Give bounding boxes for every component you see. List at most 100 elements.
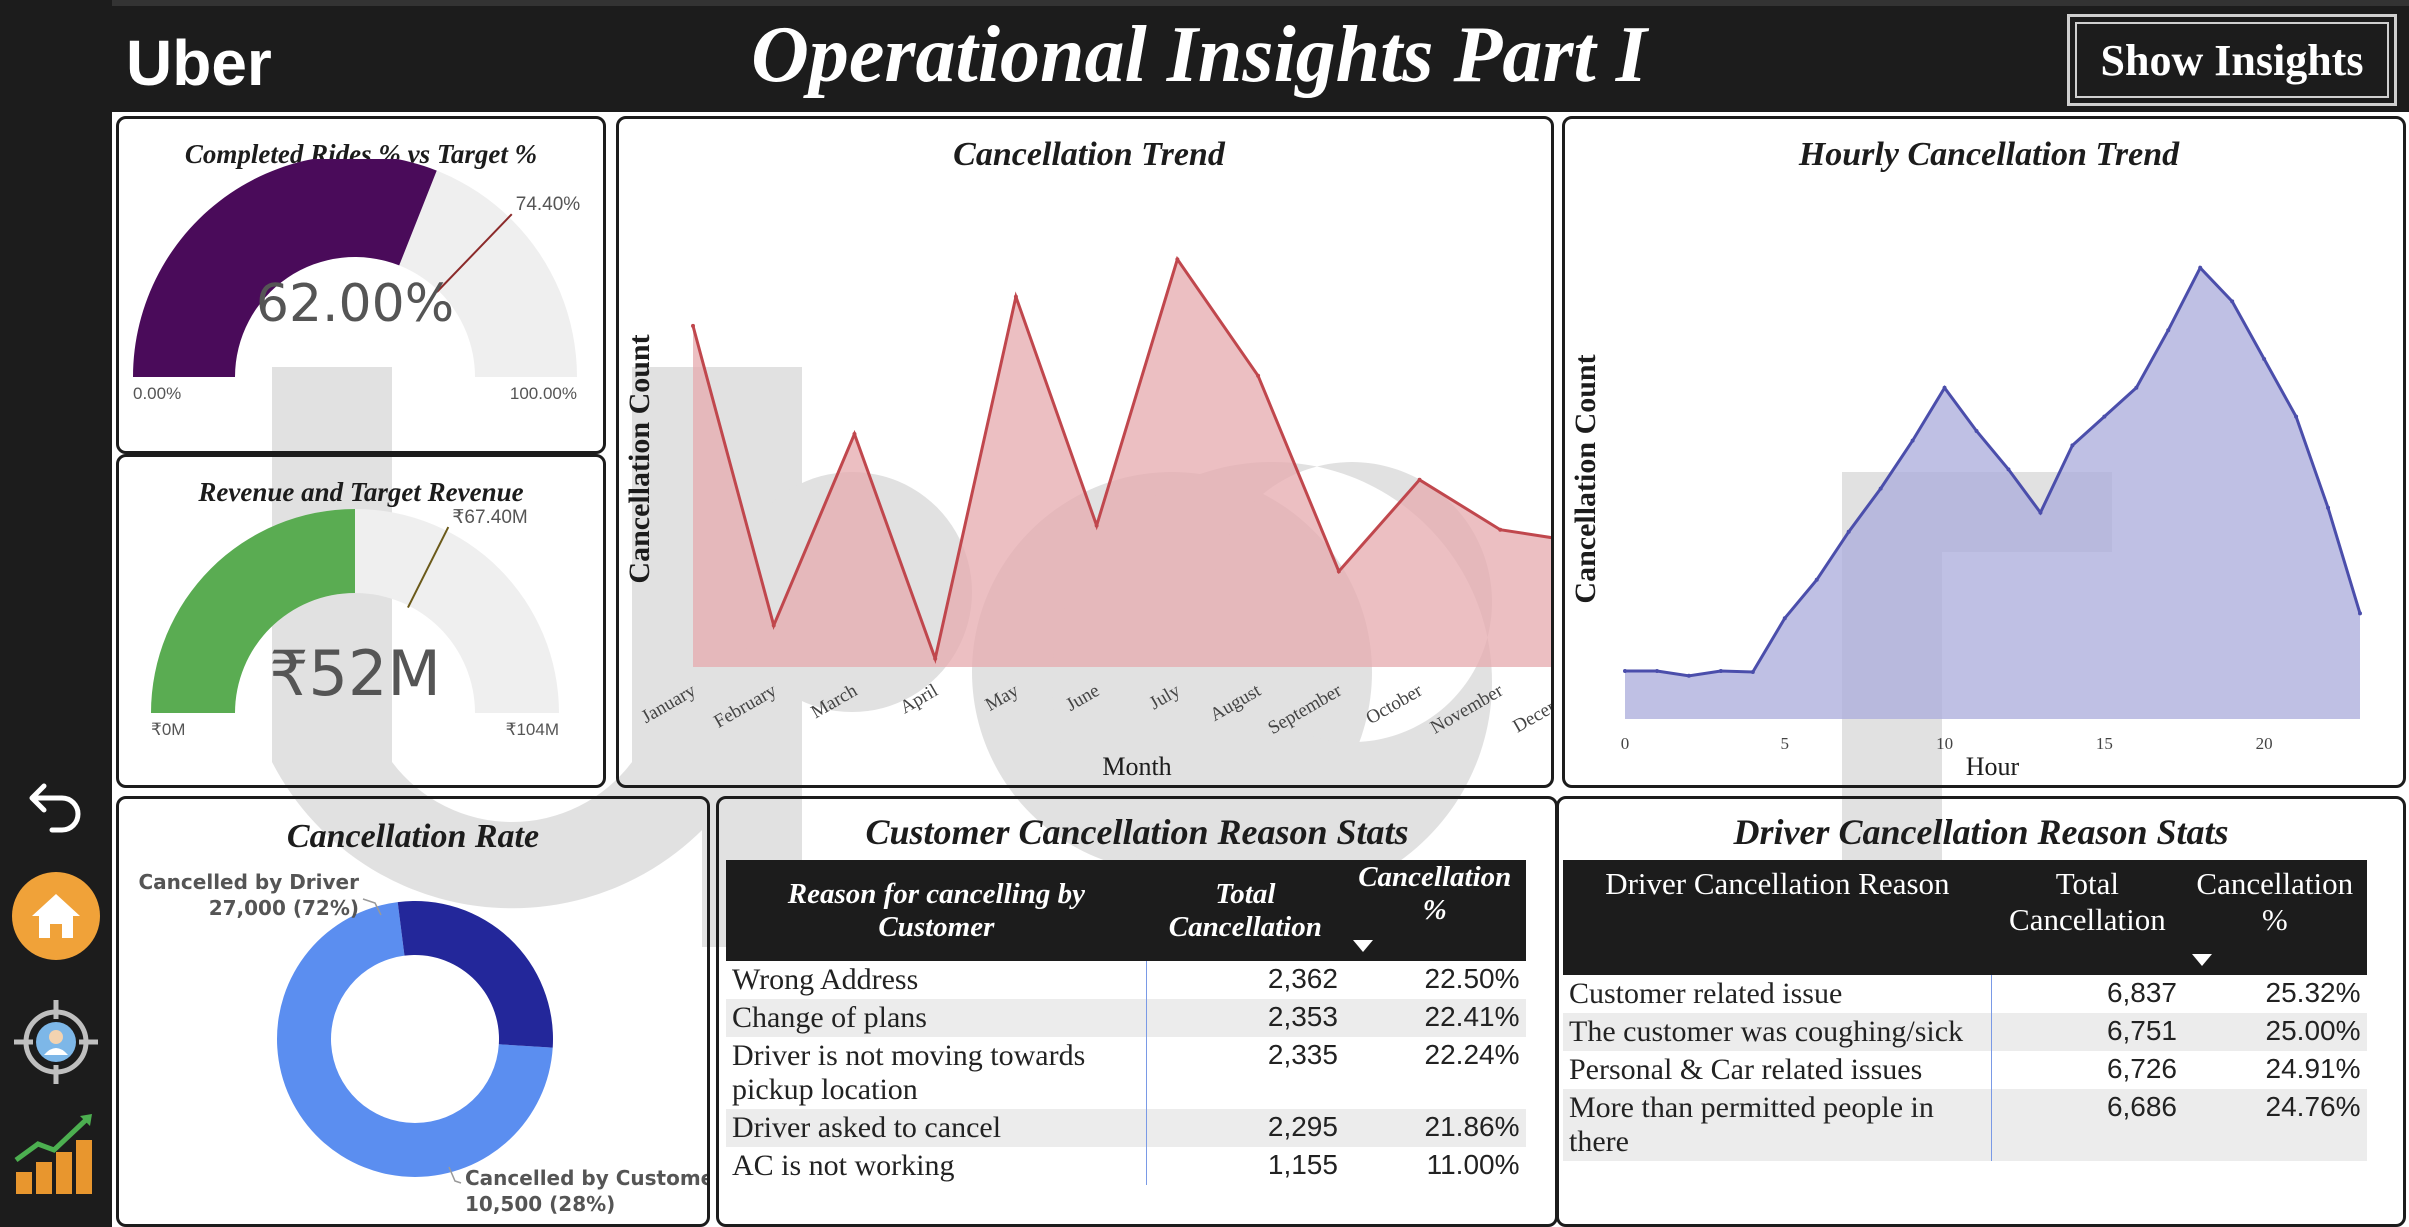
data-point bbox=[2230, 299, 2235, 304]
area-fill bbox=[693, 259, 1551, 667]
data-point bbox=[2198, 265, 2203, 270]
cell-total: 2,335 bbox=[1267, 1039, 1338, 1070]
column-header-percent[interactable]: Cancellation % bbox=[2183, 860, 2367, 975]
x-tick-label: March bbox=[808, 680, 862, 723]
table-title: Driver Cancellation Reason Stats bbox=[1733, 812, 2229, 852]
x-tick-label: April bbox=[896, 680, 941, 718]
cell-total: 2,353 bbox=[1146, 999, 1344, 1037]
show-insights-button[interactable]: Show Insights bbox=[2067, 14, 2397, 106]
gauge-target-label: 74.40% bbox=[516, 194, 581, 215]
data-point bbox=[2006, 467, 2011, 472]
chart-title: Cancellation Rate bbox=[287, 818, 539, 855]
data-point bbox=[1878, 486, 1883, 491]
customer-cancellation-panel: Customer Cancellation Reason Stats Reaso… bbox=[716, 796, 1558, 1227]
table-row[interactable]: Customer related issue 6,837 25.32% bbox=[1563, 975, 2367, 1013]
table-row[interactable]: Wrong Address 2,362 22.50% bbox=[726, 961, 1526, 999]
chart-title: Cancellation Trend bbox=[953, 136, 1226, 173]
customer-cancellation-table: Reason for cancelling by Customer Total … bbox=[726, 860, 1526, 1185]
x-tick-label: November bbox=[1427, 680, 1508, 739]
cancellation-rate-panel: Cancellation Rate Cancelled by Driver 27,0… bbox=[116, 796, 710, 1227]
page-title: Operational Insights Part I bbox=[751, 11, 1647, 99]
gauge-target-marker bbox=[407, 526, 450, 608]
cell-percent: 21.86% bbox=[1343, 1109, 1526, 1147]
completed-rides-gauge-panel: Completed Rides % vs Target % 62.00% 74.4… bbox=[116, 116, 606, 454]
data-point bbox=[1686, 673, 1691, 678]
table-row[interactable]: AC is not working 1,155 11.00% bbox=[726, 1147, 1526, 1185]
gauge-value-label: 62.00% bbox=[256, 274, 454, 334]
data-point bbox=[1654, 669, 1659, 673]
back-button[interactable] bbox=[8, 756, 104, 852]
cell-reason: Driver asked to cancel bbox=[726, 1109, 1148, 1147]
cell-reason: Driver is not moving towards pickup loca… bbox=[726, 1037, 1148, 1109]
series-line bbox=[1625, 265, 2362, 678]
x-tick-label: 20 bbox=[2256, 734, 2273, 753]
gauge-target-marker bbox=[436, 213, 513, 293]
slice-value-label: 27,000 (72%) bbox=[209, 896, 359, 920]
data-point bbox=[852, 432, 857, 437]
undo-arrow-icon bbox=[29, 783, 81, 833]
x-tick-label: 0 bbox=[1621, 734, 1630, 753]
data-point bbox=[2070, 443, 2075, 448]
data-point bbox=[1094, 523, 1099, 528]
home-icon bbox=[12, 872, 100, 960]
column-header-reason[interactable]: Driver Cancellation Reason bbox=[1563, 860, 1992, 975]
data-point bbox=[2038, 510, 2043, 515]
table-row[interactable]: Change of plans 2,353 22.41% bbox=[726, 999, 1526, 1037]
cell-total: 6,686 bbox=[1991, 1089, 2184, 1161]
slice-label: Cancelled by Driver bbox=[139, 870, 360, 894]
data-point bbox=[771, 623, 776, 628]
column-header-percent-label: Cancellation % bbox=[1358, 861, 1512, 926]
data-point bbox=[1623, 669, 1627, 673]
table-row[interactable]: Driver asked to cancel 2,295 21.86% bbox=[726, 1109, 1526, 1147]
cell-reason: Personal & Car related issues bbox=[1563, 1051, 1993, 1089]
data-point bbox=[2134, 385, 2139, 390]
growth-button[interactable] bbox=[8, 1104, 104, 1200]
hourly-cancellation-trend-panel: Hourly Cancellation Trend Cancellation Co… bbox=[1562, 116, 2406, 788]
column-header-reason[interactable]: Reason for cancelling by Customer bbox=[726, 860, 1147, 961]
sidebar bbox=[0, 0, 112, 1227]
data-point bbox=[1175, 257, 1180, 262]
sort-desc-icon bbox=[2192, 954, 2213, 966]
gauge-max-label: 100.00% bbox=[510, 384, 577, 403]
cell-total: 6,751 bbox=[1991, 1013, 2184, 1051]
data-point bbox=[1910, 438, 1915, 443]
header-bar: Uber Operational Insights Part I Show In… bbox=[112, 0, 2409, 112]
data-point bbox=[1814, 577, 1819, 582]
x-tick-label: June bbox=[1062, 680, 1103, 716]
table-row[interactable]: Personal & Car related issues 6,726 24.91% bbox=[1563, 1051, 2367, 1089]
cell-reason: Customer related issue bbox=[1563, 975, 1993, 1013]
cell-percent: 25.00% bbox=[2183, 1013, 2367, 1051]
cell-percent: 24.76% bbox=[2183, 1089, 2367, 1161]
leader-line bbox=[448, 1166, 462, 1184]
x-axis-label: Month bbox=[1102, 752, 1171, 781]
x-tick-label: July bbox=[1146, 680, 1184, 714]
home-button[interactable] bbox=[8, 868, 104, 964]
driver-cancellation-table: Driver Cancellation Reason Total Cancell… bbox=[1563, 860, 2367, 1161]
table-row[interactable]: More than permitted people in there 6,686… bbox=[1563, 1089, 2367, 1161]
data-point bbox=[1498, 527, 1503, 532]
report-canvas: Completed Rides % vs Target % 62.00% 74.4… bbox=[112, 112, 2409, 1227]
gauge-max-label: ₹104M bbox=[506, 720, 559, 739]
column-header-total[interactable]: Total Cancellation bbox=[1146, 860, 1344, 961]
gauge-target-label: ₹67.40M bbox=[452, 507, 527, 528]
data-point bbox=[2262, 357, 2267, 361]
driver-cancellation-panel: Driver Cancellation Reason Stats Driver … bbox=[1556, 796, 2406, 1227]
column-header-total[interactable]: Total Cancellation bbox=[1991, 860, 2184, 975]
table-row[interactable]: Driver is not moving towards pickup loca… bbox=[726, 1037, 1526, 1109]
cell-reason: Change of plans bbox=[726, 999, 1148, 1037]
table-row[interactable]: The customer was coughing/sick 6,751 25.00… bbox=[1563, 1013, 2367, 1051]
cell-percent: 22.41% bbox=[1343, 999, 1526, 1037]
gauge-value-arc bbox=[133, 159, 437, 377]
driver-performance-button[interactable] bbox=[8, 994, 104, 1090]
target-user-icon bbox=[14, 1000, 98, 1084]
data-point bbox=[2102, 414, 2107, 419]
data-point bbox=[2294, 414, 2299, 419]
column-header-percent[interactable]: Cancellation % bbox=[1343, 860, 1526, 961]
gauge-min-label: ₹0M bbox=[151, 720, 185, 739]
chart-title: Hourly Cancellation Trend bbox=[1798, 136, 2180, 173]
gauge-min-label: 0.00% bbox=[133, 384, 181, 403]
data-point bbox=[2166, 328, 2171, 333]
x-tick-label: 15 bbox=[2096, 734, 2113, 753]
cancellation-trend-chart: Cancellation Trend Cancellation Count Mont… bbox=[623, 136, 1551, 781]
data-point bbox=[1942, 385, 1947, 390]
